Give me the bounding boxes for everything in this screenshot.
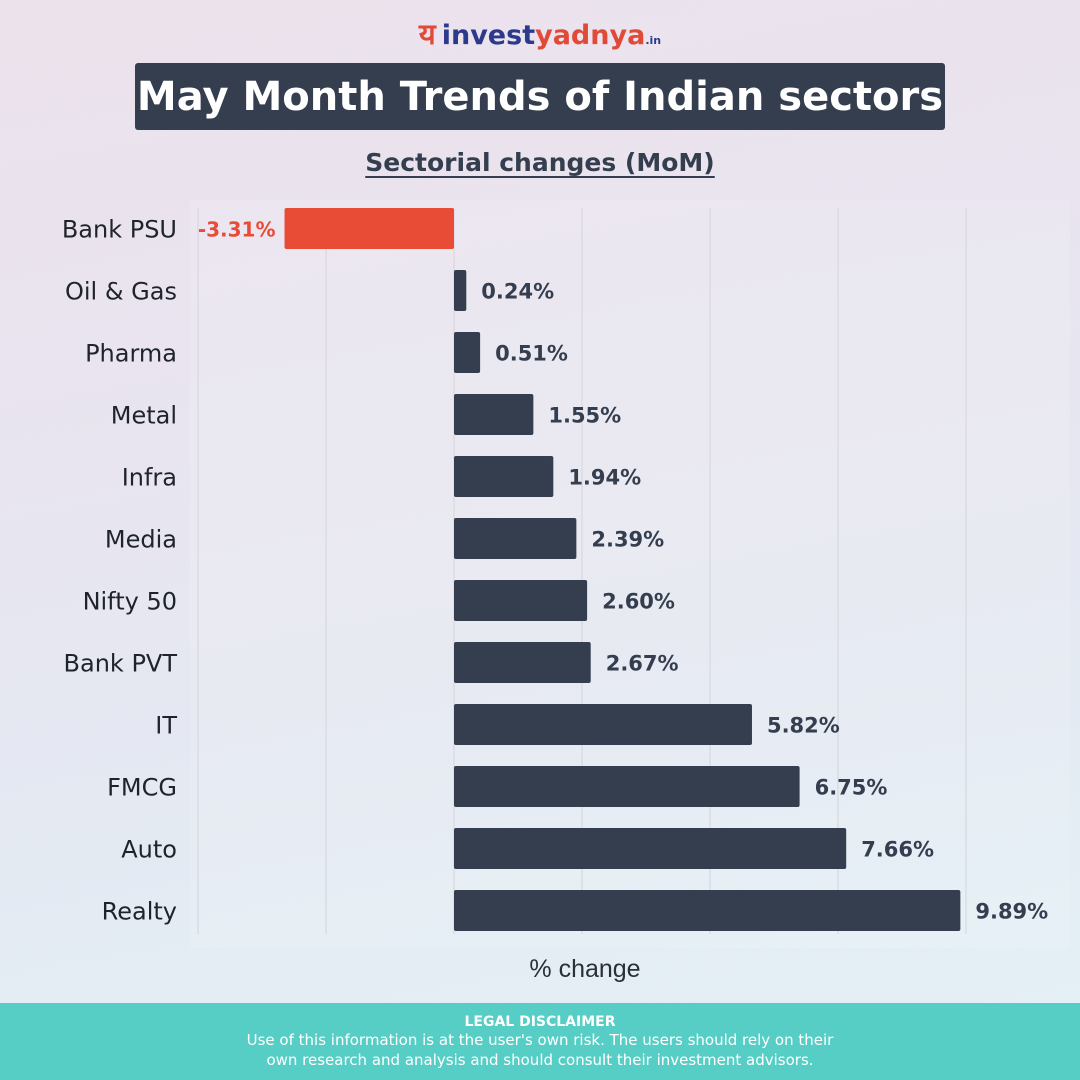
bar xyxy=(454,580,588,621)
bar xyxy=(454,518,577,559)
category-label: Realty xyxy=(102,898,177,926)
category-label: IT xyxy=(155,712,177,740)
chart-value-labels: -3.31% 0.24% 0.51% 1.55% 1.94% 2.39% 2.60% 2.67… xyxy=(198,218,1048,924)
bar-chart: Bank PSU Oil & Gas Pharma Metal Infra Media Ni… xyxy=(61,200,1070,948)
value-label: 0.24% xyxy=(481,280,554,304)
value-label: 0.51% xyxy=(495,342,568,366)
chart-bars xyxy=(284,208,961,931)
disclaimer-title: LEGAL DISCLAIMER xyxy=(464,1014,616,1030)
bar xyxy=(454,270,467,311)
category-label: Bank PVT xyxy=(64,650,178,678)
bar xyxy=(454,890,961,931)
page-title: May Month Trends of Indian sectors xyxy=(136,73,944,120)
plot-area xyxy=(190,200,1070,948)
category-label: Pharma xyxy=(85,340,177,368)
value-label: 2.67% xyxy=(606,652,679,676)
legal-disclaimer: LEGAL DISCLAIMER Use of this information… xyxy=(0,1003,1080,1080)
value-label: -3.31% xyxy=(198,218,276,242)
bar xyxy=(284,208,454,249)
bar xyxy=(454,766,800,807)
bar xyxy=(454,332,481,373)
value-label: 5.82% xyxy=(767,714,840,738)
disclaimer-line-1: Use of this information is at the user's… xyxy=(246,1031,834,1049)
value-label: 6.75% xyxy=(815,776,888,800)
chart-category-labels: Bank PSU Oil & Gas Pharma Metal Infra Media Ni… xyxy=(62,216,178,926)
title-banner: May Month Trends of Indian sectors xyxy=(135,63,945,130)
category-label: Infra xyxy=(122,464,177,492)
brand-name-part2: yadnya xyxy=(535,20,646,51)
category-label: Auto xyxy=(121,836,177,864)
chart-subtitle: Sectorial changes (MoM) xyxy=(365,148,715,177)
bar xyxy=(454,456,554,497)
bar xyxy=(454,828,847,869)
value-label: 1.55% xyxy=(548,404,621,428)
value-label: 1.94% xyxy=(568,466,641,490)
category-label: FMCG xyxy=(107,774,177,802)
brand-name-part1: invest xyxy=(441,20,536,51)
bar xyxy=(454,704,752,745)
brand-suffix: .in xyxy=(645,34,662,47)
value-label: 9.89% xyxy=(975,900,1048,924)
chart-gridlines xyxy=(190,200,1070,948)
value-label: 7.66% xyxy=(861,838,934,862)
category-label: Metal xyxy=(111,402,177,430)
category-label: Nifty 50 xyxy=(83,588,177,616)
bar xyxy=(454,642,591,683)
disclaimer-line-2: own research and analysis and should con… xyxy=(266,1051,814,1069)
category-label: Media xyxy=(105,526,177,554)
value-label: 2.60% xyxy=(602,590,675,614)
category-label: Bank PSU xyxy=(62,216,177,244)
bar xyxy=(454,394,534,435)
x-axis-label: % change xyxy=(529,955,641,983)
value-label: 2.39% xyxy=(591,528,664,552)
category-label: Oil & Gas xyxy=(65,278,177,306)
brand-logo: य investyadnya.in xyxy=(0,14,1080,53)
brand-mark-icon: य xyxy=(418,17,436,51)
